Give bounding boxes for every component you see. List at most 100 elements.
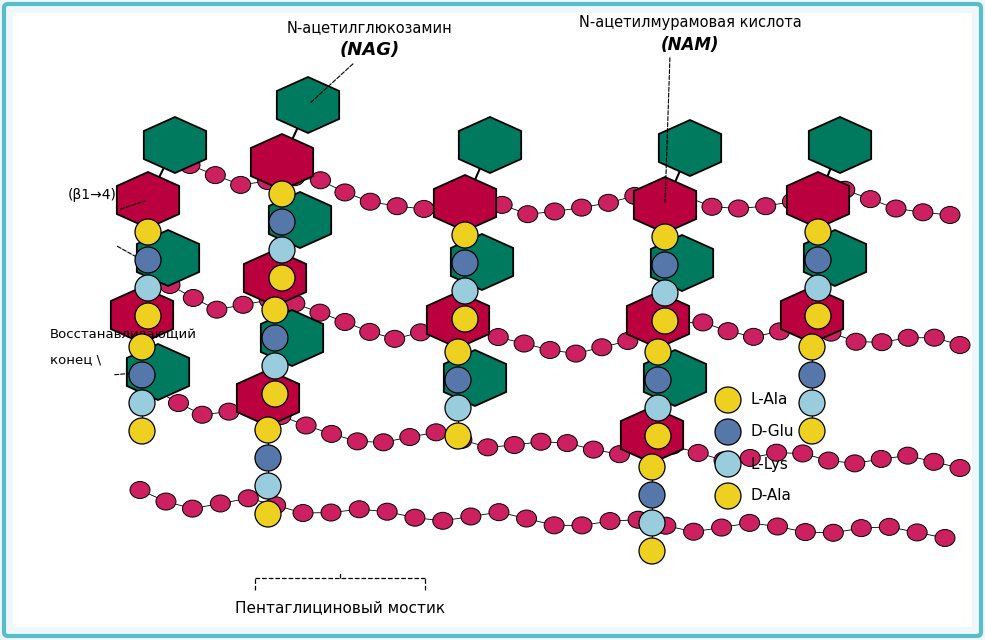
Circle shape (805, 219, 831, 245)
Polygon shape (433, 175, 496, 231)
Ellipse shape (259, 291, 280, 308)
Ellipse shape (462, 322, 483, 339)
Ellipse shape (924, 329, 945, 346)
Text: (β1→4): (β1→4) (68, 188, 117, 202)
Ellipse shape (600, 513, 621, 529)
Ellipse shape (684, 523, 703, 540)
Ellipse shape (662, 437, 683, 454)
Polygon shape (261, 310, 323, 366)
Ellipse shape (571, 199, 592, 216)
Circle shape (445, 423, 471, 449)
Ellipse shape (729, 200, 749, 217)
Ellipse shape (744, 328, 763, 346)
Circle shape (639, 510, 665, 536)
Ellipse shape (461, 508, 481, 525)
Ellipse shape (796, 317, 816, 334)
Circle shape (715, 419, 741, 445)
Polygon shape (269, 192, 331, 248)
Circle shape (639, 454, 665, 480)
Ellipse shape (321, 426, 342, 442)
Ellipse shape (211, 495, 230, 512)
Ellipse shape (360, 323, 379, 340)
Ellipse shape (766, 444, 787, 461)
Ellipse shape (599, 195, 619, 211)
Ellipse shape (385, 330, 405, 348)
Ellipse shape (192, 406, 212, 423)
Ellipse shape (183, 289, 203, 307)
Ellipse shape (489, 504, 509, 521)
Text: L-Lys: L-Lys (750, 456, 788, 472)
Circle shape (255, 445, 281, 471)
Circle shape (645, 367, 671, 393)
Circle shape (645, 339, 671, 365)
Text: (NAG): (NAG) (340, 41, 400, 59)
Ellipse shape (886, 200, 906, 217)
Ellipse shape (714, 452, 734, 469)
Circle shape (129, 390, 155, 416)
Ellipse shape (440, 193, 460, 211)
Ellipse shape (592, 339, 612, 356)
Circle shape (269, 237, 295, 263)
Ellipse shape (504, 436, 524, 454)
Ellipse shape (180, 157, 200, 173)
Ellipse shape (205, 166, 226, 184)
Circle shape (129, 362, 155, 388)
Ellipse shape (718, 323, 738, 340)
Ellipse shape (656, 517, 676, 534)
Polygon shape (451, 234, 513, 290)
Ellipse shape (436, 317, 456, 334)
Circle shape (445, 367, 471, 393)
FancyBboxPatch shape (4, 4, 981, 636)
Ellipse shape (245, 400, 266, 417)
Ellipse shape (230, 177, 250, 193)
Ellipse shape (872, 333, 892, 351)
Polygon shape (111, 287, 173, 343)
Ellipse shape (823, 524, 843, 541)
Text: N-ацетилмурамовая кислота: N-ацетилмурамовая кислота (578, 15, 802, 29)
Ellipse shape (432, 512, 453, 529)
Ellipse shape (872, 451, 891, 467)
Circle shape (255, 501, 281, 527)
Ellipse shape (610, 445, 629, 463)
Ellipse shape (845, 455, 865, 472)
Ellipse shape (130, 481, 150, 499)
Ellipse shape (350, 500, 369, 518)
Circle shape (129, 418, 155, 444)
Ellipse shape (160, 276, 180, 294)
Circle shape (639, 482, 665, 508)
Ellipse shape (643, 324, 663, 341)
Text: L-Ala: L-Ala (750, 392, 787, 408)
Polygon shape (127, 344, 189, 400)
Ellipse shape (935, 529, 955, 547)
Ellipse shape (880, 518, 899, 535)
Circle shape (799, 334, 825, 360)
Ellipse shape (452, 431, 472, 449)
Ellipse shape (405, 509, 425, 526)
Circle shape (452, 306, 478, 332)
Polygon shape (659, 120, 721, 176)
Ellipse shape (335, 184, 355, 201)
Ellipse shape (558, 435, 577, 452)
Circle shape (262, 353, 288, 379)
Text: Пентаглициновый мостик: Пентаглициновый мостик (235, 600, 445, 616)
Ellipse shape (740, 515, 759, 531)
Polygon shape (137, 230, 199, 286)
Circle shape (262, 297, 288, 323)
Circle shape (262, 381, 288, 407)
Ellipse shape (271, 408, 291, 424)
Polygon shape (251, 134, 313, 190)
Circle shape (262, 325, 288, 351)
Ellipse shape (897, 447, 918, 464)
Ellipse shape (545, 203, 564, 220)
Ellipse shape (907, 524, 927, 541)
Polygon shape (117, 172, 179, 228)
Ellipse shape (467, 187, 487, 204)
Polygon shape (804, 230, 866, 286)
FancyBboxPatch shape (13, 13, 972, 627)
Circle shape (799, 390, 825, 416)
Ellipse shape (636, 441, 656, 458)
Ellipse shape (540, 342, 560, 358)
Ellipse shape (689, 445, 708, 461)
Ellipse shape (628, 511, 648, 528)
Circle shape (269, 209, 295, 235)
